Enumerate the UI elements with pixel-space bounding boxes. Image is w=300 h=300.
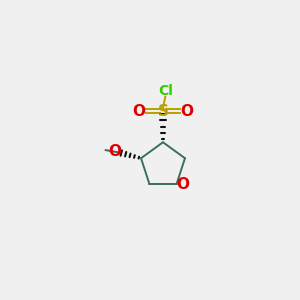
Text: O: O bbox=[176, 177, 190, 192]
Text: O: O bbox=[108, 144, 122, 159]
Text: Cl: Cl bbox=[158, 84, 173, 98]
Text: O: O bbox=[133, 103, 146, 118]
Text: O: O bbox=[181, 103, 194, 118]
Text: S: S bbox=[158, 103, 169, 118]
